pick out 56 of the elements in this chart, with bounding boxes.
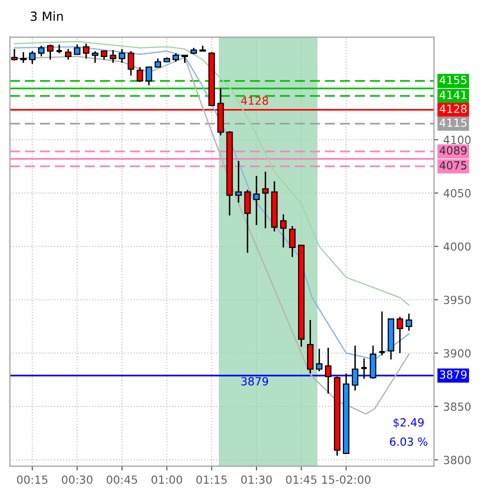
candlestick <box>262 170 269 229</box>
candlestick <box>324 347 332 394</box>
y-tick-label: 3950 <box>444 296 471 304</box>
candlestick <box>74 44 80 55</box>
y-tick-label: 4100 <box>444 136 471 144</box>
candlestick <box>253 175 260 226</box>
candlestick <box>82 42 90 60</box>
candlestick <box>370 344 376 380</box>
x-tick-label: 00:30 <box>62 475 92 484</box>
x-tick-label: 01:15 <box>196 475 227 484</box>
candlestick <box>235 160 242 204</box>
candlestick <box>289 225 296 258</box>
y-tick-label: 3900 <box>444 349 471 358</box>
x-tick-label: 01:30 <box>241 475 272 484</box>
candlestick <box>110 49 116 64</box>
candlestick <box>47 44 54 60</box>
annotation: 4128 <box>241 96 268 105</box>
y-tick-label: 3850 <box>444 402 471 411</box>
ref-line-label: 4089 <box>440 146 467 155</box>
candlestick <box>146 66 152 86</box>
candlestick <box>38 45 45 58</box>
y-tick-label: 4000 <box>444 242 471 251</box>
candlestick <box>136 66 144 83</box>
annotation: $2.49 <box>394 418 424 428</box>
candlestick <box>118 48 126 64</box>
x-tick-label: 01:00 <box>152 475 182 484</box>
annotation: 3879 <box>241 377 268 386</box>
annotation: 6.03 % <box>390 437 428 446</box>
candlestick <box>29 50 36 65</box>
y-tick-label: 4050 <box>444 188 471 198</box>
candlestick <box>280 214 287 248</box>
candlestick <box>20 51 27 64</box>
candlestick <box>92 50 98 64</box>
line-series <box>14 40 410 306</box>
line-series <box>14 46 410 360</box>
ref-line-label: 4155 <box>440 76 466 84</box>
x-tick-label: 01:45 <box>286 475 316 484</box>
candlestick <box>244 189 251 254</box>
candlestick <box>360 358 368 380</box>
candlestick <box>396 316 404 354</box>
ref-line-label: 4141 <box>440 90 466 99</box>
x-tick-label: 00:45 <box>106 475 138 484</box>
candlestick <box>128 50 134 76</box>
ref-line-label: 4115 <box>440 118 466 127</box>
x-tick-label: 00:15 <box>17 475 48 484</box>
candlestick <box>352 344 358 392</box>
candlestick <box>316 348 322 372</box>
y-tick-label: 3800 <box>444 456 471 464</box>
candlestick <box>64 48 72 60</box>
ref-line-label: 3879 <box>440 370 467 379</box>
candlestick <box>11 48 18 62</box>
ref-line-label: 4128 <box>440 104 467 113</box>
chart-title: 3 Min <box>30 11 63 21</box>
x-tick-label: 15-02:00 <box>322 475 370 484</box>
ref-line-label: 4075 <box>440 161 466 170</box>
candlestick <box>406 312 412 332</box>
